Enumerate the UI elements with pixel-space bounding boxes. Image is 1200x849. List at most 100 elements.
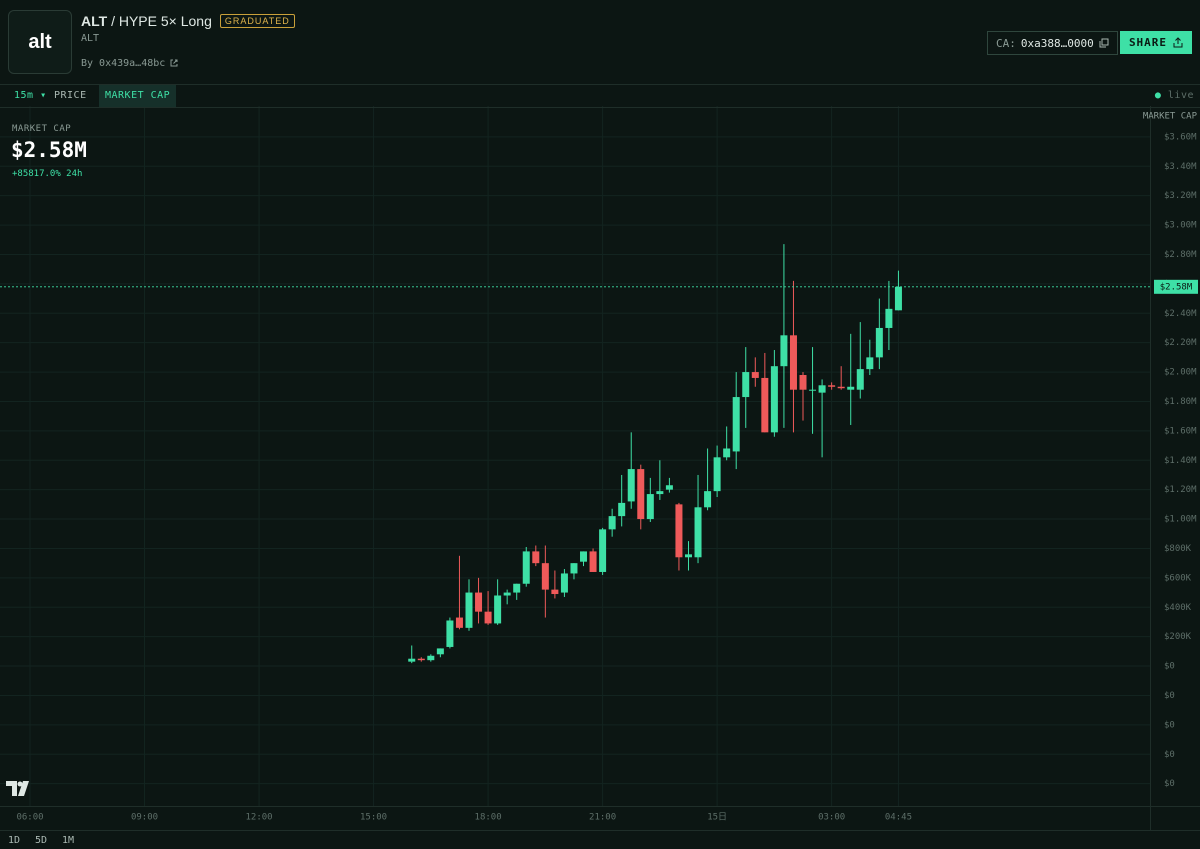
candle-body [522,551,530,584]
y-tick-label: $3.40M [1164,162,1197,172]
x-tick-label: 09:00 [131,813,158,823]
y-tick-label: $3.60M [1164,132,1197,142]
candle-body [618,502,626,517]
contract-button[interactable]: CA: 0xa388…0000 [987,31,1118,55]
y-tick-label: $2.60M [1164,279,1197,289]
summary-value: $2.58M [11,138,87,162]
range-button[interactable]: 1M [62,835,75,846]
y-tick-label: $800K [1164,544,1192,554]
y-tick-label: $200K [1164,632,1192,642]
x-tick-label: 18:00 [475,813,502,823]
y-tick-label: $1.40M [1164,456,1197,466]
x-tick-label: 15日 [707,812,727,823]
share-button[interactable]: SHARE [1120,31,1192,54]
interval: 15m [14,90,34,101]
candle-body [875,327,883,358]
candle-body [484,611,492,624]
ca-label: CA: [996,36,1016,50]
token-logo: alt [8,10,72,74]
range-button[interactable]: 5D [35,835,48,846]
candle-body [608,516,616,530]
y-tick-label: $400K [1164,603,1192,613]
y-tick-label: $3.20M [1164,191,1197,201]
tradingview-logo [6,781,29,796]
candle-body [646,494,654,520]
candle-body [761,377,769,433]
candle-body [465,592,473,628]
candle-body [503,592,511,596]
last-price-label: $2.58M [1160,282,1193,292]
summary-label: MARKET CAP [12,124,72,134]
candle-body [580,551,588,562]
y-tick-label: $2.80M [1164,250,1197,260]
tab-bar: 15m ▾ PRICE MARKET CAP ● live [0,84,1200,108]
candle-body [856,369,864,390]
candle-body [436,648,444,655]
y-tick-label: $1.20M [1164,485,1197,495]
candle-body [809,389,817,391]
subtitle: ALT [81,33,100,44]
y-tick-label: $0 [1164,779,1175,789]
candle-body [723,448,731,458]
range-bar: 1D 5D 1M [0,830,1200,849]
candle-body [656,491,664,495]
candle-body [770,366,778,433]
y-tick-label: $0 [1164,662,1175,672]
y-tick-label: $2.40M [1164,309,1197,319]
candle-body [837,386,845,389]
candle-body [799,375,807,390]
share-icon [1173,37,1183,48]
candle-body [417,658,425,661]
creator[interactable]: By 0x439a…48bc [81,58,166,69]
candle-body [408,658,416,662]
tab[interactable]: PRICE [54,90,87,101]
candle-body [475,592,483,612]
y-tick-label: $0 [1164,691,1175,701]
x-tick-label: 03:00 [818,813,845,823]
x-tick-label: 04:45 [885,813,912,823]
candle-body [818,385,826,393]
candle-body [551,589,559,595]
candle-body [732,397,740,452]
ca-value: 0xa388…0000 [1020,36,1094,50]
x-tick-label: 21:00 [589,813,616,823]
candle-body [713,457,721,492]
copy-icon [1099,38,1109,48]
y-tick-label: $0 [1164,720,1175,730]
candle-body [847,386,855,390]
candle-body [446,620,454,647]
candle-body [789,335,797,390]
y-tick-label: $0 [1164,750,1175,760]
x-tick-label: 12:00 [245,813,272,823]
summary-change: +85817.0% 24h [12,169,83,179]
candle-body [704,491,712,508]
candle-body [894,286,902,311]
y-tick-label: $3.00M [1164,221,1197,231]
candle-body [694,507,702,558]
badge: GRADUATED [219,14,295,28]
candle-body [627,469,635,502]
y-tick-label: $600K [1164,573,1192,583]
interval-select[interactable]: 15m ▾ [14,90,47,101]
candle-body [455,617,463,628]
candle-body [599,529,607,572]
y-tick-label: $2.20M [1164,338,1197,348]
candle-body [866,357,874,370]
live-status: ● live [1154,90,1194,101]
pair: / HYPE 5× Long [111,13,212,29]
range-button[interactable]: 1D [8,835,21,846]
candle-body [427,655,435,661]
candle-body [570,563,578,574]
candle-body [684,554,692,558]
candle-body [885,308,893,328]
candle-body [494,595,502,624]
share-label: SHARE [1128,36,1168,49]
creator-row: By 0x439a…48bc [81,58,179,69]
y-tick-label: $1.00M [1164,515,1197,525]
tab[interactable]: MARKET CAP [99,85,177,107]
plot-background [0,106,1150,806]
symbol: ALT [81,13,108,29]
candle-body [828,385,836,387]
y-axis-title: MARKET CAP [1143,112,1198,122]
